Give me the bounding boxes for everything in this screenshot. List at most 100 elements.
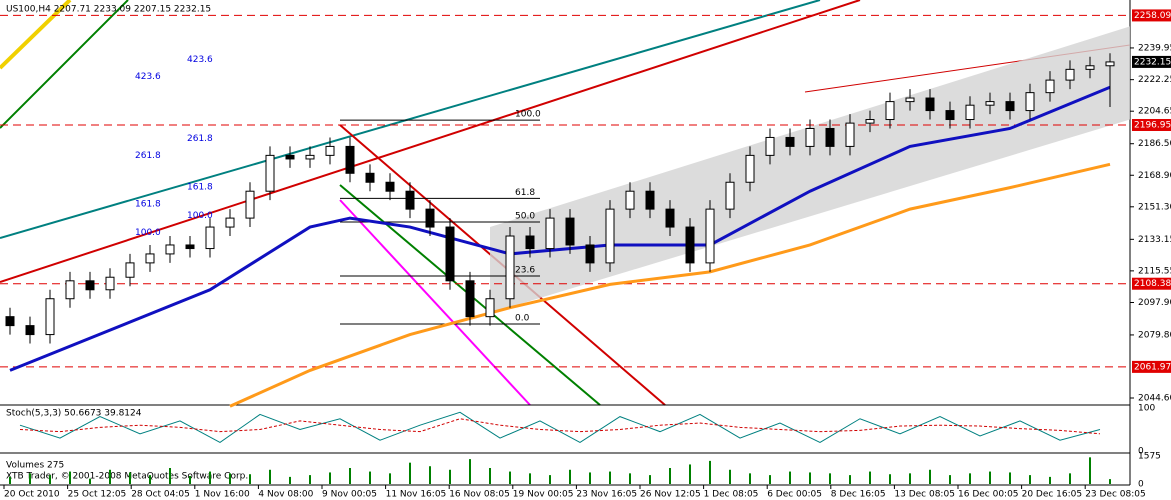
fib-extension-label: 423.6: [135, 72, 161, 82]
x-tick-label: 23 Dec 08:05: [1085, 490, 1146, 500]
x-tick-label: 28 Oct 04:05: [131, 490, 190, 500]
candle-body: [705, 208, 715, 264]
x-tick-label: 1 Nov 16:00: [195, 490, 250, 500]
y-tick-label: 2151.30: [1138, 202, 1171, 212]
candle-body: [425, 208, 435, 228]
candle-body: [945, 110, 955, 121]
stoch-label: Stoch(5,3,3) 50.6673 39.8124: [6, 409, 142, 419]
fib-label: 23.6: [515, 265, 535, 275]
y-tick-label: 2079.80: [1138, 330, 1171, 340]
candle-body: [1065, 68, 1075, 81]
x-tick-label: 26 Nov 12:05: [640, 490, 701, 500]
volume-tick-label: 0: [1138, 480, 1144, 490]
level-label: 2061.97: [1134, 362, 1171, 372]
fib-extension-label: 100.0: [135, 228, 161, 238]
candle-body: [805, 127, 815, 147]
candle-body: [605, 208, 615, 264]
level-box: [1132, 277, 1171, 290]
candle-body: [465, 280, 475, 318]
candle-body: [745, 154, 755, 183]
level-box: [1132, 118, 1171, 131]
fib-extension-label: 261.8: [187, 134, 213, 144]
trend-line: [0, 0, 821, 239]
level-box: [1132, 360, 1171, 373]
candle-body: [245, 190, 255, 219]
candle-body: [45, 298, 55, 336]
fib-extension-label: 423.6: [187, 55, 213, 65]
candle-body: [1025, 92, 1035, 112]
candle-body: [1085, 65, 1095, 70]
y-tick-label: 2222.25: [1138, 75, 1171, 85]
level-label: 2196.95: [1134, 120, 1171, 130]
fib-extension-label: 161.8: [135, 199, 161, 209]
candle-body: [1105, 61, 1115, 67]
candle-body: [5, 316, 15, 327]
candle-body: [65, 280, 75, 300]
x-tick-label: 19 Nov 00:05: [513, 490, 574, 500]
fib-extension-label: 261.8: [135, 151, 161, 161]
candle-body: [825, 127, 835, 147]
current-price: 2232.15: [1134, 57, 1171, 67]
volume-label: Volumes 275: [6, 461, 64, 471]
candle-body: [405, 190, 415, 210]
trend-line: [0, 0, 129, 129]
candle-body: [345, 145, 355, 174]
stoch-tick-label: 100: [1138, 404, 1155, 414]
candle-body: [145, 253, 155, 264]
fib-label: 61.8: [515, 188, 535, 198]
price-box: [1132, 55, 1171, 68]
candle-body: [185, 244, 195, 250]
candle-body: [625, 190, 635, 210]
y-tick-label: 2115.55: [1138, 266, 1171, 276]
candle-body: [665, 208, 675, 228]
chart-title: US100,H4 2207.71 2233.09 2207.15 2232.15: [6, 5, 211, 15]
stoch-tick-label: 0: [1138, 447, 1144, 457]
candle-body: [965, 104, 975, 121]
candle-body: [585, 244, 595, 264]
candle-body: [225, 217, 235, 228]
candle-body: [265, 154, 275, 192]
candle-body: [845, 122, 855, 147]
x-tick-label: 16 Nov 08:05: [449, 490, 510, 500]
candle-body: [1005, 101, 1015, 112]
x-tick-label: 9 Nov 00:05: [322, 490, 377, 500]
fib-label: 100.0: [515, 110, 541, 120]
candle-body: [785, 136, 795, 147]
x-tick-label: 4 Nov 08:00: [258, 490, 313, 500]
x-tick-label: 23 Nov 16:05: [576, 490, 637, 500]
candle-body: [545, 217, 555, 250]
y-tick-label: 2186.50: [1138, 139, 1171, 149]
y-tick-label: 2097.90: [1138, 298, 1171, 308]
candle-body: [25, 325, 35, 336]
candle-body: [565, 217, 575, 246]
level-box: [1132, 9, 1171, 22]
trend-line: [339, 199, 531, 406]
candle-body: [125, 262, 135, 278]
candle-body: [385, 181, 395, 192]
candle-body: [445, 226, 455, 282]
y-tick-label: 2133.15: [1138, 235, 1171, 245]
stoch-signal: [19, 418, 1101, 435]
y-tick-label: 2239.95: [1138, 43, 1171, 53]
volume-tick-label: 1575: [1138, 452, 1161, 462]
candle-body: [685, 226, 695, 264]
x-tick-label: 20 Oct 2010: [4, 490, 60, 500]
candle-body: [725, 181, 735, 210]
trend-line: [0, 0, 72, 70]
level-label: 2258.09: [1134, 11, 1171, 21]
x-tick-label: 25 Oct 12:05: [68, 490, 127, 500]
trend-line: [0, 0, 861, 283]
moving-average: [229, 162, 1111, 408]
x-tick-label: 6 Dec 00:05: [767, 490, 822, 500]
candle-body: [525, 235, 535, 250]
candle-body: [925, 97, 935, 112]
fib-label: 50.0: [515, 212, 535, 222]
candle-body: [645, 190, 655, 210]
fib-extension-label: 100.0: [187, 211, 213, 221]
y-tick-label: 2044.60: [1138, 394, 1171, 404]
candle-body: [485, 298, 495, 318]
candle-body: [305, 154, 315, 160]
candle-body: [325, 145, 335, 156]
